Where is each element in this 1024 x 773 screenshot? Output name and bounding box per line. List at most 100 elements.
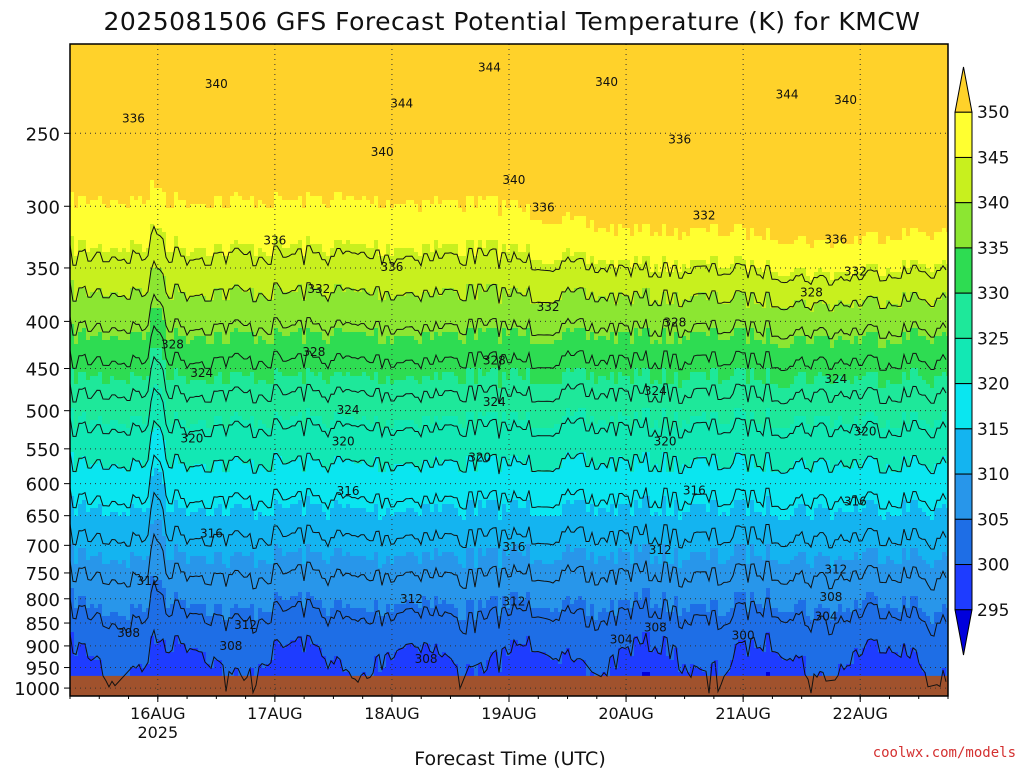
field-cell: [106, 280, 111, 285]
field-cell: [134, 148, 139, 153]
field-cell: [118, 52, 123, 57]
field-cell: [82, 312, 87, 317]
field-cell: [170, 52, 175, 57]
field-cell: [126, 156, 131, 161]
field-cell: [130, 272, 135, 277]
field-cell: [158, 320, 163, 325]
field-cell: [142, 380, 147, 385]
field-cell: [90, 116, 95, 121]
field-cell: [82, 292, 87, 297]
field-cell: [154, 440, 159, 445]
field-cell: [134, 668, 139, 673]
field-cell: [106, 132, 111, 137]
field-cell: [106, 100, 111, 105]
field-cell: [74, 388, 79, 393]
field-cell: [146, 224, 151, 229]
field-cell: [86, 104, 91, 109]
field-cell: [166, 596, 171, 601]
field-cell: [78, 540, 83, 545]
field-cell: [94, 576, 99, 581]
field-cell: [78, 416, 83, 421]
field-cell: [134, 188, 139, 193]
field-cell: [106, 224, 111, 229]
field-cell: [102, 460, 107, 465]
field-cell: [126, 224, 131, 229]
field-cell: [134, 500, 139, 505]
field-cell: [90, 56, 95, 61]
field-cell: [86, 212, 91, 217]
field-cell: [98, 228, 103, 233]
field-cell: [114, 272, 119, 277]
field-cell: [94, 628, 99, 633]
field-cell: [114, 648, 119, 653]
field-cell: [110, 108, 115, 113]
field-cell: [114, 264, 119, 269]
field-cell: [122, 236, 127, 241]
field-cell: [74, 104, 79, 109]
field-cell: [102, 56, 107, 61]
field-cell: [78, 384, 83, 389]
field-cell: [118, 620, 123, 625]
field-cell: [150, 568, 155, 573]
field-cell: [126, 148, 131, 153]
field-cell: [162, 620, 167, 625]
field-cell: [158, 416, 163, 421]
field-cell: [98, 552, 103, 557]
field-cell: [94, 664, 99, 669]
field-cell: [102, 208, 107, 213]
field-cell: [158, 356, 163, 361]
field-cell: [166, 64, 171, 69]
field-cell: [118, 584, 123, 589]
field-cell: [98, 528, 103, 533]
field-cell: [74, 348, 79, 353]
field-cell: [166, 368, 171, 373]
field-cell: [122, 472, 127, 477]
field-cell: [134, 536, 139, 541]
field-cell: [126, 660, 131, 665]
field-cell: [154, 128, 159, 133]
field-cell: [118, 320, 123, 325]
field-cell: [130, 96, 135, 101]
field-cell: [130, 344, 135, 349]
field-cell: [114, 56, 119, 61]
field-cell: [102, 476, 107, 481]
field-cell: [138, 532, 143, 537]
field-cell: [166, 504, 171, 509]
field-cell: [106, 668, 111, 673]
field-cell: [94, 508, 99, 513]
field-cell: [106, 656, 111, 661]
field-cell: [94, 200, 99, 205]
field-cell: [162, 216, 167, 221]
field-cell: [94, 336, 99, 341]
field-cell: [110, 372, 115, 377]
field-cell: [166, 440, 171, 445]
field-cell: [82, 136, 87, 141]
field-cell: [82, 440, 87, 445]
field-cell: [74, 188, 79, 193]
field-cell: [102, 496, 107, 501]
field-cell: [150, 216, 155, 221]
field-cell: [78, 628, 83, 633]
field-cell: [134, 480, 139, 485]
field-cell: [106, 92, 111, 97]
field-cell: [94, 244, 99, 249]
field-cell: [110, 244, 115, 249]
field-cell: [154, 108, 159, 113]
field-cell: [126, 412, 131, 417]
field-cell: [106, 452, 111, 457]
field-cell: [86, 336, 91, 341]
field-cell: [150, 560, 155, 565]
field-cell: [170, 176, 175, 181]
field-cell: [114, 108, 119, 113]
field-cell: [78, 592, 83, 597]
field-cell: [98, 200, 103, 205]
field-cell: [98, 136, 103, 141]
field-cell: [86, 228, 91, 233]
field-cell: [162, 72, 167, 77]
field-cell: [74, 56, 79, 61]
field-cell: [102, 576, 107, 581]
field-cell: [74, 588, 79, 593]
field-cell: [166, 376, 171, 381]
field-cell: [126, 368, 131, 373]
field-cell: [166, 60, 171, 65]
